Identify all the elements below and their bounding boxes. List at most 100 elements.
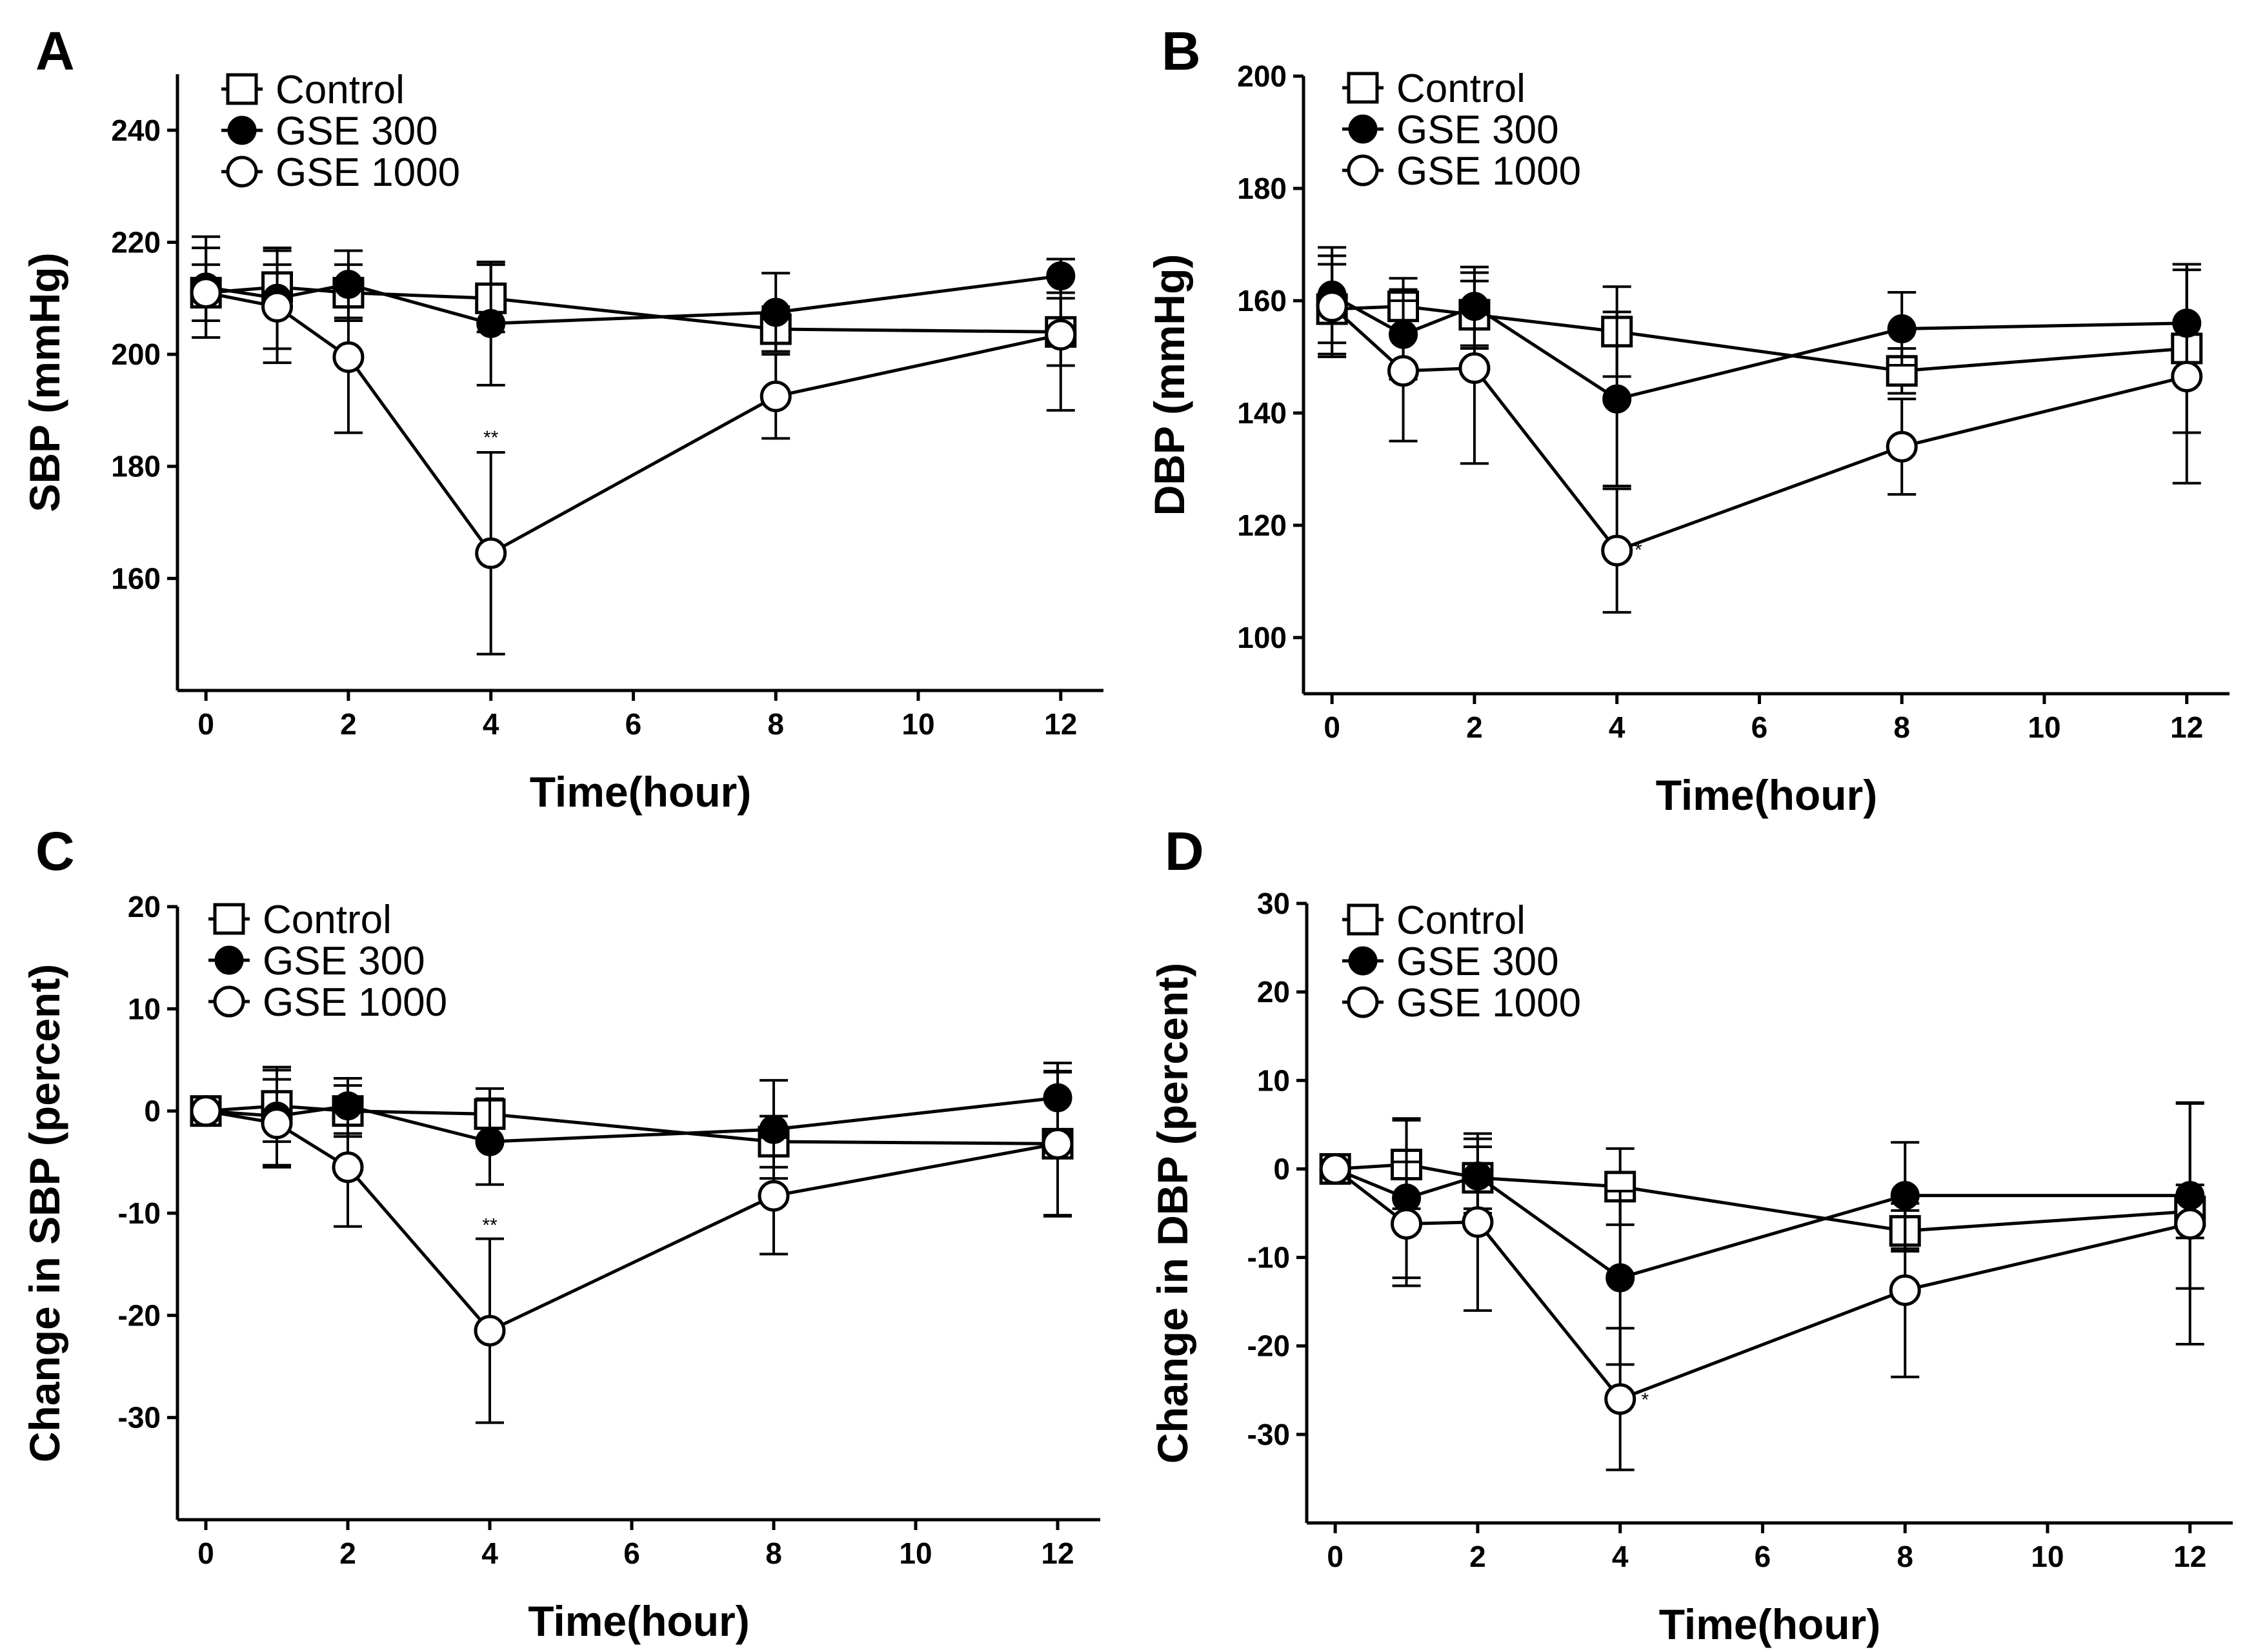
legend-label: Control [276,68,405,112]
y-tick-label: 220 [111,225,161,259]
legend-item: GSE 300 [1342,940,1559,984]
panel-c: C 0 2 4 6 8 10 12 -30 -20 -10 0 10 20 Time(hour) Change… [21,821,1100,1645]
series-gse-300 [1320,1101,2205,1366]
data-point [1604,1383,1636,1415]
data-point [760,380,792,412]
x-tick-label: 6 [1755,1540,1771,1573]
y-tick-label: 20 [128,890,161,923]
x-tick-label: 10 [901,707,934,741]
data-point [2171,360,2203,392]
y-tick-label: 10 [1257,1063,1290,1097]
data-point [1462,1206,1494,1238]
series-control [1319,1119,2206,1253]
legend-label: Control [1396,66,1525,111]
x-tick-label: 8 [767,707,784,741]
x-tick-label: 8 [765,1536,782,1570]
data-point [332,341,365,373]
legend-marker [226,73,258,105]
x-tick-label: 2 [1469,1540,1486,1573]
x-tick-label: 12 [2173,1540,2206,1573]
legend-marker [213,903,245,935]
legend-item: Control [1342,66,1525,111]
legend-label: GSE 300 [276,109,438,154]
panel-d: D 0 2 4 6 8 10 12 -30 -20 -10 0 10 20 30 Time(hour) Chan… [1149,821,2233,1648]
significance-mark: * [1641,1389,1649,1411]
x-tick-label: 10 [2031,1540,2064,1573]
significance-mark: ** [483,427,499,448]
x-tick-label: 12 [1044,707,1077,741]
legend-label: GSE 300 [1396,940,1559,984]
legend-label: GSE 1000 [1396,981,1581,1025]
legend-marker [1347,72,1379,104]
data-point [1387,355,1420,387]
series-control [190,1069,1074,1217]
x-tick-label: 0 [1324,710,1340,744]
x-tick-label: 2 [339,1536,356,1570]
legend-item: GSE 1000 [1342,981,1581,1025]
legend-item: GSE 1000 [1342,149,1581,194]
data-point [1458,352,1491,384]
y-tick-label: 0 [1273,1152,1290,1185]
x-tick-label: 4 [481,1536,498,1570]
series-line [1331,305,2188,553]
y-tick-label: 160 [111,561,161,595]
x-tick-label: 8 [1893,710,1910,744]
x-tick-label: 12 [2170,710,2203,744]
legend-label: GSE 1000 [276,150,460,195]
data-point [332,1151,364,1184]
x-tick-label: 12 [1041,1536,1074,1570]
y-tick-label: 120 [1237,509,1287,542]
series-gse-1000 [1319,1102,2206,1471]
legend-label: GSE 300 [1396,108,1559,152]
legend-item: GSE 1000 [221,150,460,195]
legend-item: Control [221,68,405,112]
data-point [1887,314,1917,343]
y-tick-label: 140 [1237,396,1287,430]
x-tick-label: 4 [1609,710,1626,744]
y-tick-label: 240 [111,114,161,147]
y-tick-label: 180 [1237,172,1287,205]
significance-mark: * [1635,539,1642,561]
x-tick-label: 2 [1466,710,1483,744]
data-point [261,290,294,323]
x-tick-label: 10 [899,1536,932,1570]
y-tick-label: 100 [1237,621,1287,654]
data-point [1601,534,1633,567]
x-tick-label: 0 [1327,1540,1344,1573]
legend-item: GSE 1000 [208,980,447,1025]
series-line [1331,294,2187,401]
panel-letter: C [35,821,75,881]
series-gse-1000 [190,247,1077,656]
panel-letter: B [1162,21,1201,81]
data-point [1886,430,1918,463]
y-axis-title: Change in SBP (percent) [21,964,68,1463]
x-tick-label: 6 [1751,710,1768,744]
panel-letter: D [1165,821,1204,881]
legend-label: GSE 1000 [263,980,447,1025]
data-point [1045,319,1077,351]
legend-item: GSE 300 [1342,108,1559,152]
x-tick-label: 8 [1897,1540,1913,1573]
data-point [2174,1207,2206,1240]
data-point [1602,384,1632,414]
x-tick-label: 4 [483,707,499,741]
y-tick-label: 0 [144,1094,161,1128]
legend-label: GSE 300 [263,939,425,983]
y-tick-label: 160 [1237,284,1287,317]
y-axis-title: SBP (mmHg) [21,252,68,512]
series-line [1334,1167,2191,1401]
y-tick-label: -30 [1247,1418,1290,1451]
series-control [190,263,1077,367]
legend-item: Control [208,898,392,942]
data-point [1606,1263,1635,1293]
y-tick-label: -20 [1247,1329,1290,1363]
data-point [1316,290,1348,323]
legend-item: Control [1342,898,1525,943]
data-point [761,297,790,327]
y-tick-label: 180 [111,450,161,483]
